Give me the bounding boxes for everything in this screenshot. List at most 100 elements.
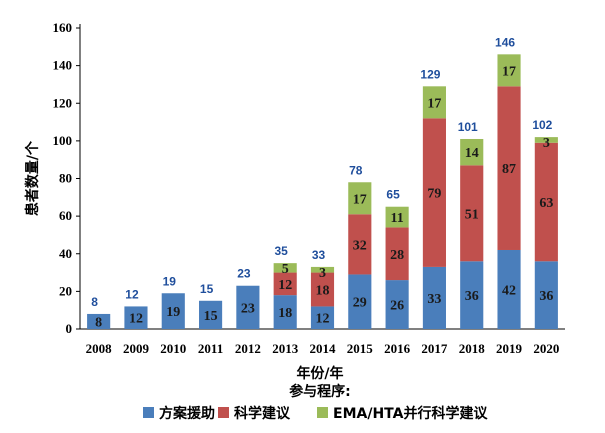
- legend-label-3: EMA/HTA并行科学建议: [333, 405, 488, 422]
- segment-label: 79: [427, 187, 441, 202]
- bar-segment-1: [236, 285, 260, 329]
- segment-label: 33: [427, 292, 441, 307]
- chart-legend: 方案援助 科学建议 EMA/HTA并行科学建议: [143, 405, 488, 422]
- segment-label: 17: [353, 192, 367, 207]
- segment-label: 12: [129, 312, 143, 327]
- x-tick-label: 2013: [272, 341, 299, 356]
- bar-segment-2: [273, 272, 297, 296]
- legend-title: 参与程序:: [289, 383, 351, 400]
- legend-swatch-2: [218, 407, 229, 418]
- total-label: 33: [312, 248, 326, 262]
- segment-label: 12: [278, 278, 292, 293]
- x-tick-label: 2008: [86, 341, 113, 356]
- y-tick-label: 120: [53, 95, 73, 110]
- segment-label: 11: [390, 211, 403, 226]
- legend-label-1: 方案援助: [159, 405, 215, 422]
- y-tick-label: 100: [53, 133, 73, 148]
- bar-segment-2: [534, 142, 558, 262]
- y-tick-label: 160: [53, 20, 73, 35]
- x-tick-label: 2015: [347, 341, 374, 356]
- y-tick-label: 0: [66, 321, 73, 336]
- bar-segment-1: [385, 280, 409, 329]
- bar-segment-3: [385, 206, 409, 228]
- segment-label: 87: [502, 162, 516, 177]
- bar-segment-2: [497, 86, 521, 250]
- segment-label: 19: [166, 305, 180, 320]
- bar-segment-3: [497, 54, 521, 87]
- y-tick-label: 40: [59, 246, 72, 261]
- bar-segment-2: [310, 272, 335, 307]
- bar-segment-2: [422, 118, 446, 267]
- segment-label: 23: [241, 301, 255, 316]
- segment-label: 18: [278, 306, 292, 321]
- bar-segment-1: [422, 266, 446, 329]
- x-tick-label: 2016: [384, 341, 411, 356]
- total-label: 101: [458, 120, 478, 134]
- x-tick-label: 2009: [123, 341, 150, 356]
- bar-segment-2: [385, 227, 409, 281]
- x-tick-label: 2020: [533, 341, 559, 356]
- bar-segment-1: [497, 249, 521, 329]
- segment-label: 29: [353, 296, 367, 311]
- bar-segment-1: [348, 274, 372, 329]
- legend-label-2: 科学建议: [234, 405, 291, 422]
- legend-swatch-1: [143, 407, 154, 418]
- x-tick-label: 2010: [160, 341, 186, 356]
- bar-segment-3: [460, 138, 484, 166]
- total-label: 35: [275, 244, 289, 258]
- bar-segment-1: [460, 261, 484, 329]
- segment-label: 17: [427, 96, 441, 111]
- bar-segment-2: [348, 214, 372, 275]
- segment-label: 15: [204, 309, 218, 324]
- x-tick-label: 2014: [310, 341, 337, 356]
- bar-segment-1: [273, 295, 297, 329]
- bar-segment-3: [310, 266, 335, 273]
- total-label: 15: [200, 282, 214, 296]
- y-axis-title: 患者数量/个: [24, 140, 41, 216]
- total-label: 8: [91, 295, 98, 309]
- segment-label: 14: [465, 146, 479, 161]
- bar-segment-1: [161, 293, 185, 329]
- chart-axes: 0 20 40 60 80 100 120 140 160 2008 2009 2010 2011 201…: [53, 20, 565, 356]
- x-axis-title: 年份/年: [296, 365, 343, 382]
- segment-label: 18: [316, 283, 330, 298]
- total-label: 102: [532, 118, 552, 132]
- x-tick-label: 2011: [198, 341, 223, 356]
- segment-label: 36: [539, 289, 553, 304]
- bar-segment-3: [422, 86, 446, 119]
- segment-label: 17: [502, 64, 516, 79]
- segment-label: 28: [390, 248, 404, 263]
- segment-label: 8: [95, 315, 102, 330]
- total-label: 129: [420, 67, 440, 81]
- segment-label: 3: [319, 266, 326, 281]
- total-label: 146: [495, 35, 515, 49]
- segment-label: 42: [502, 283, 516, 298]
- bar-segment-1: [199, 300, 223, 329]
- total-label: 78: [349, 163, 363, 177]
- segment-label: 12: [316, 312, 330, 327]
- legend-swatch-3: [317, 407, 328, 418]
- total-label: 12: [125, 287, 139, 301]
- segment-label: 5: [282, 262, 289, 277]
- x-tick-label: 2017: [421, 341, 448, 356]
- total-label: 65: [386, 188, 400, 202]
- chart-bars: [87, 54, 558, 329]
- segment-label: 51: [465, 207, 479, 222]
- bar-segment-3: [273, 263, 297, 273]
- x-tick-label: 2019: [496, 341, 523, 356]
- x-tick-label: 2012: [235, 341, 261, 356]
- y-tick-label: 140: [53, 58, 73, 73]
- total-label: 19: [163, 274, 177, 288]
- x-tick-label: 2018: [459, 341, 486, 356]
- y-tick-label: 80: [59, 171, 72, 186]
- bar-segment-1: [124, 306, 148, 329]
- segment-label: 32: [353, 238, 367, 253]
- total-label: 23: [237, 267, 251, 281]
- chart-labels: 8812121919151523231812535121833329321778…: [91, 35, 553, 330]
- y-tick-label: 60: [59, 208, 72, 223]
- segment-label: 3: [543, 136, 550, 151]
- bar-segment-3: [534, 137, 558, 143]
- bar-segment-2: [460, 165, 484, 262]
- segment-label: 26: [390, 299, 404, 314]
